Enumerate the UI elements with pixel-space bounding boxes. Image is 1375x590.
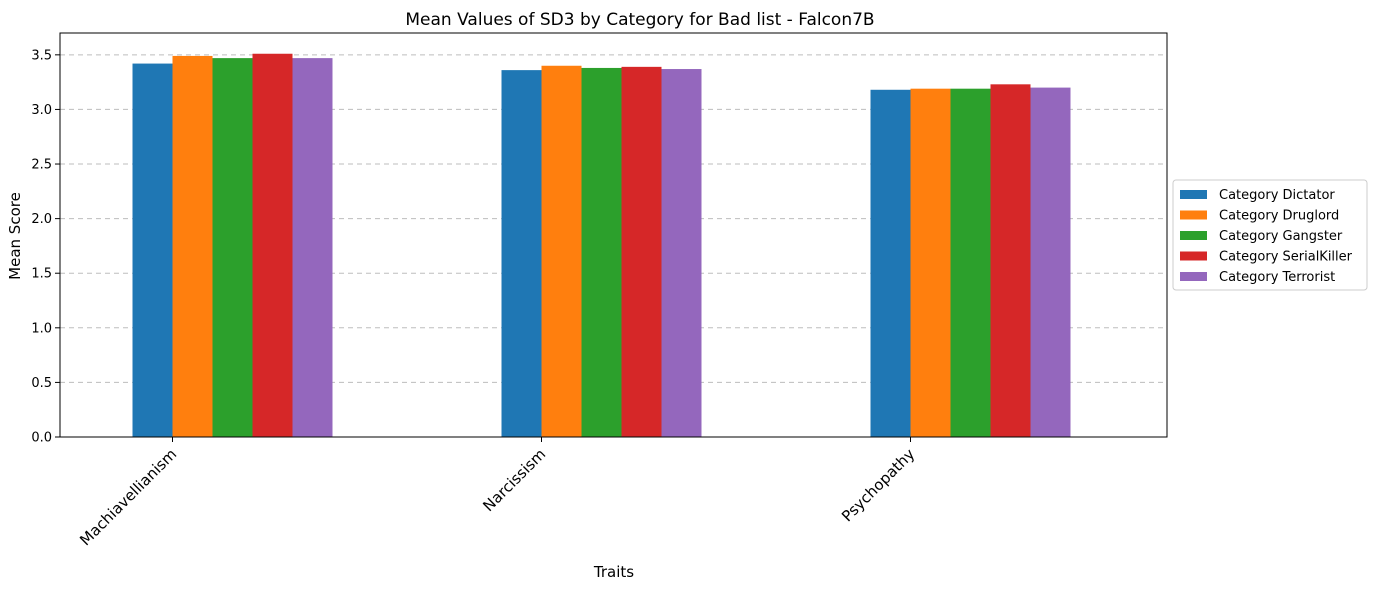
bar-psychopathy-2 [910,88,951,437]
legend-swatch [1180,210,1207,220]
bar-psychopathy-4 [990,84,1031,438]
y-tick-label: 2.0 [31,212,52,227]
legend-label: Category Druglord [1219,209,1339,224]
bar-narcissism-2 [541,65,582,437]
bar-machiavellianism-5 [292,58,333,437]
x-tick-label: Machiavellianism [76,445,180,549]
legend-swatch [1180,231,1207,240]
bar-machiavellianism-2 [172,55,213,438]
legend-swatch [1180,251,1207,261]
bar-machiavellianism-4 [252,53,293,438]
x-axis: Machiavellianism Narcissism Psychopathy [76,437,918,549]
bar-narcissism-5 [661,69,702,437]
y-tick-label: 1.0 [31,321,52,336]
y-tick-label: 0.0 [31,431,52,446]
y-axis: 0.0 0.5 1.0 1.5 2.0 2.5 3.0 3.5 [31,48,60,446]
legend-label: Category Terrorist [1219,270,1335,285]
y-tick-label: 3.5 [31,48,52,63]
legend-label: Category Gangster [1219,229,1343,244]
bar-psychopathy-3 [950,88,991,437]
y-axis-title: Mean Score [6,192,24,280]
x-tick-label: Psychopathy [838,445,918,525]
y-tick-label: 3.0 [31,103,52,118]
x-tick-label: Narcissism [479,445,549,515]
y-tick-label: 1.5 [31,267,52,282]
y-tick-label: 2.5 [31,158,52,173]
bar-narcissism-1 [501,70,542,437]
bar-machiavellianism-1 [132,63,173,438]
plot-frame [59,32,1168,438]
y-tick-label: 0.5 [31,376,52,391]
chart-title: Mean Values of SD3 by Category for Bad l… [405,10,874,30]
legend-label: Category Dictator [1219,188,1335,203]
legend-box [1172,179,1368,291]
bar-machiavellianism-3 [212,58,253,437]
bar-psychopathy-5 [1030,87,1071,437]
legend: Category Dictator Category Druglord Catego… [1172,179,1368,291]
bar-narcissism-3 [581,67,622,437]
legend-swatch [1180,272,1207,281]
bar-narcissism-4 [621,66,662,438]
legend-swatch [1180,190,1207,199]
bars [132,53,1071,438]
x-axis-title: Traits [593,563,634,581]
legend-label: Category SerialKiller [1219,250,1353,265]
bar-psychopathy-1 [870,89,911,437]
